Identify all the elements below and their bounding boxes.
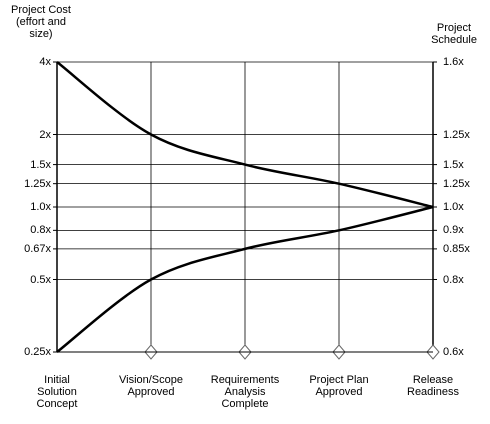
y2-tick-label: 0.85x xyxy=(443,242,470,255)
cone-curve xyxy=(56,205,434,353)
x-tick-label: Vision/Scope Approved xyxy=(118,374,183,398)
y2-tick-label: 1.5x xyxy=(443,158,464,171)
y2-tick-label: 1.25x xyxy=(443,128,470,141)
y2-tick-label: 1.6x xyxy=(443,56,464,68)
y-tick-label: 0.8x xyxy=(30,224,51,237)
x-tick-label: Requirements Analysis Complete xyxy=(210,374,280,410)
y2-axis-title: Project Schedule xyxy=(431,22,477,46)
y2-tick-label: 0.8x xyxy=(443,273,464,286)
cone-curve xyxy=(56,61,434,209)
y-tick-label: 4x xyxy=(39,56,51,68)
y-tick-label: 0.25x xyxy=(24,346,51,358)
x-tick-label: Release Readiness xyxy=(407,374,459,398)
x-tick-label: Initial Solution Concept xyxy=(36,374,78,410)
y-tick-label: 0.67x xyxy=(24,242,51,255)
x-tick-label: Project Plan Approved xyxy=(309,374,369,398)
y-axis-title: Project Cost (effort and size) xyxy=(11,4,71,40)
y2-tick-label: 0.6x xyxy=(443,346,464,358)
y-tick-label: 1.5x xyxy=(30,158,51,171)
y2-tick-label: 1.0x xyxy=(443,201,464,213)
y-tick-label: 1.0x xyxy=(30,201,51,213)
y2-tick-label: 1.25x xyxy=(443,177,470,190)
y-tick-label: 0.5x xyxy=(30,273,51,286)
y2-tick-label: 0.9x xyxy=(443,224,464,237)
y-tick-label: 1.25x xyxy=(24,177,51,190)
y-tick-label: 2x xyxy=(39,128,51,141)
